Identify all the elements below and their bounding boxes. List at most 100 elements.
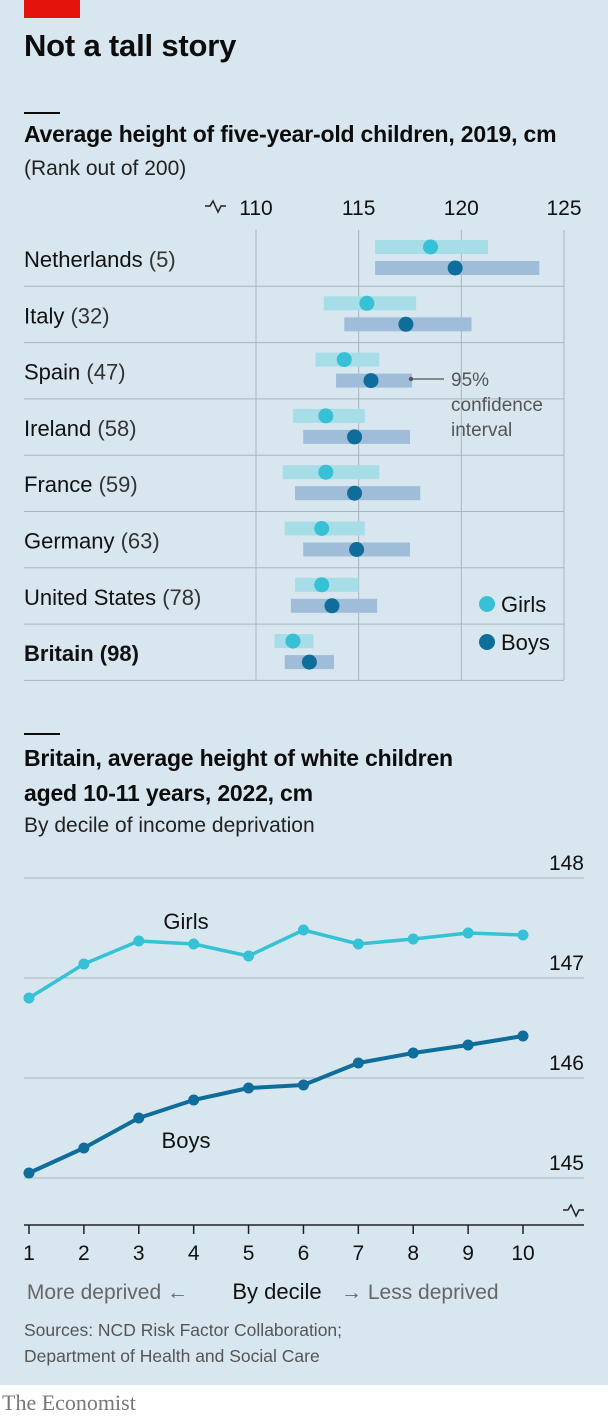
- chart1-grid: [24, 230, 565, 681]
- annotation-line-1: 95%: [451, 370, 489, 391]
- girls-point: [243, 950, 255, 962]
- economist-brand: The Economist: [2, 1390, 136, 1415]
- girls-point: [407, 933, 419, 945]
- axis-break-icon: [563, 1203, 584, 1218]
- country-rank: (5): [143, 247, 176, 272]
- chart2-grid: 145 146 147 148: [24, 852, 584, 1226]
- country-row: Ireland (58): [24, 408, 410, 445]
- girls-series-label: Girls: [163, 909, 208, 934]
- country-name: France: [24, 472, 92, 497]
- country-rank: (63): [114, 529, 159, 554]
- chart2-x-ticks: 1 2 3 4 5 6 7 8 9 10: [23, 1225, 535, 1265]
- y-tick-label: 147: [549, 952, 584, 975]
- boys-point: [188, 1094, 200, 1106]
- y-tick-label: 146: [549, 1052, 584, 1075]
- girls-point: [314, 577, 330, 593]
- legend-girls-marker: [479, 596, 495, 612]
- girls-point: [517, 929, 529, 941]
- x-tick-label: 2: [78, 1242, 90, 1265]
- girls-point: [133, 935, 145, 947]
- country-name: Germany: [24, 529, 114, 554]
- girls-point: [285, 633, 301, 649]
- girls-point: [462, 927, 474, 939]
- boys-line: [28, 1034, 524, 1175]
- axis-caption-left: More deprived ←: [27, 1281, 188, 1304]
- boys-point: [517, 1030, 529, 1042]
- chart1-height-by-country: 110 115 120 125 Netherlands (5) Italy (32) Sp…: [24, 197, 582, 681]
- boys-point: [243, 1082, 255, 1094]
- boys-point: [324, 598, 340, 614]
- country-name: Italy: [24, 303, 64, 328]
- x-tick-label: 115: [342, 197, 375, 220]
- x-tick-label: 5: [243, 1242, 255, 1265]
- sources-line-1: Sources: NCD Risk Factor Collaboration;: [24, 1320, 343, 1340]
- x-tick-label: 7: [352, 1242, 364, 1265]
- country-rank: (59): [92, 472, 137, 497]
- legend-boys-marker: [479, 634, 495, 650]
- annotation-line-2: confidence: [451, 395, 543, 416]
- y-tick-label: 145: [549, 1152, 584, 1175]
- x-tick-label: 110: [239, 197, 272, 220]
- boys-point: [301, 654, 317, 670]
- country-row: France (59): [24, 464, 421, 501]
- brand-red-tag: [24, 0, 80, 18]
- country-row: United States (78): [24, 577, 378, 614]
- sources-line-2: Department of Health and Social Care: [24, 1346, 320, 1366]
- legend-girls-label: Girls: [501, 592, 546, 617]
- boys-point: [349, 542, 365, 557]
- chart1-title: Average height of five-year-old children…: [24, 121, 557, 147]
- country-label: France (59): [24, 472, 138, 497]
- chart1-rule: [24, 112, 60, 114]
- axis-caption-right: → Less deprived: [341, 1281, 499, 1304]
- chart1-ci-annotation: 95% confidence interval: [408, 370, 543, 441]
- boys-point: [352, 1057, 364, 1069]
- country-name: Ireland: [24, 416, 91, 441]
- country-rank: (58): [91, 416, 136, 441]
- chart2-rule: [24, 733, 60, 735]
- girls-point: [188, 938, 200, 950]
- chart2-series-labels: Girls Boys: [162, 909, 211, 1153]
- country-row: Germany (63): [24, 521, 410, 557]
- girls-point: [359, 295, 375, 311]
- country-rank: (32): [64, 303, 109, 328]
- x-tick-label: 125: [546, 197, 581, 220]
- country-label: Ireland (58): [24, 416, 137, 441]
- boys-series-label: Boys: [162, 1128, 211, 1153]
- chart2-height-by-decile: 145 146 147 148 1 2 3 4 5 6 7 8 9 10 Girls Boys More …: [23, 852, 584, 1304]
- boys-point: [297, 1079, 309, 1091]
- girls-point: [423, 239, 439, 255]
- y-tick-label: 148: [549, 852, 584, 875]
- boys-point: [347, 429, 363, 445]
- x-tick-label: 3: [133, 1242, 145, 1265]
- country-name: United States: [24, 585, 156, 610]
- country-label: United States (78): [24, 585, 201, 610]
- country-rank: (78): [156, 585, 201, 610]
- boys-point: [462, 1039, 474, 1051]
- legend-boys-label: Boys: [501, 630, 550, 655]
- country-label: Britain (98): [24, 641, 139, 666]
- boys-point: [407, 1047, 419, 1059]
- main-title: Not a tall story: [24, 28, 237, 63]
- country-rank: (47): [80, 360, 125, 385]
- country-name: Britain: [24, 641, 94, 666]
- chart1-legend: Girls Boys: [479, 592, 550, 655]
- chart1-subtitle: (Rank out of 200): [24, 157, 187, 180]
- x-tick-label: 9: [462, 1242, 474, 1265]
- boys-point: [398, 316, 414, 332]
- boys-point: [363, 373, 379, 389]
- boys-point: [23, 1167, 35, 1179]
- chart2-title-line-1: Britain, average height of white childre…: [24, 745, 453, 771]
- girls-point: [318, 408, 334, 424]
- boys-point: [347, 485, 363, 501]
- chart2-axis-caption: More deprived ← By decile → Less deprive…: [27, 1279, 499, 1304]
- country-row: Netherlands (5): [24, 239, 540, 276]
- girls-point: [23, 992, 35, 1004]
- chart2-title-line-2: aged 10-11 years, 2022, cm: [24, 780, 313, 806]
- girls-point: [318, 464, 334, 480]
- country-name: Spain: [24, 360, 80, 385]
- country-row: Italy (32): [24, 295, 472, 332]
- country-label: Germany (63): [24, 529, 160, 554]
- x-tick-label: 120: [444, 197, 479, 220]
- country-name: Netherlands: [24, 247, 143, 272]
- country-label: Italy (32): [24, 303, 110, 328]
